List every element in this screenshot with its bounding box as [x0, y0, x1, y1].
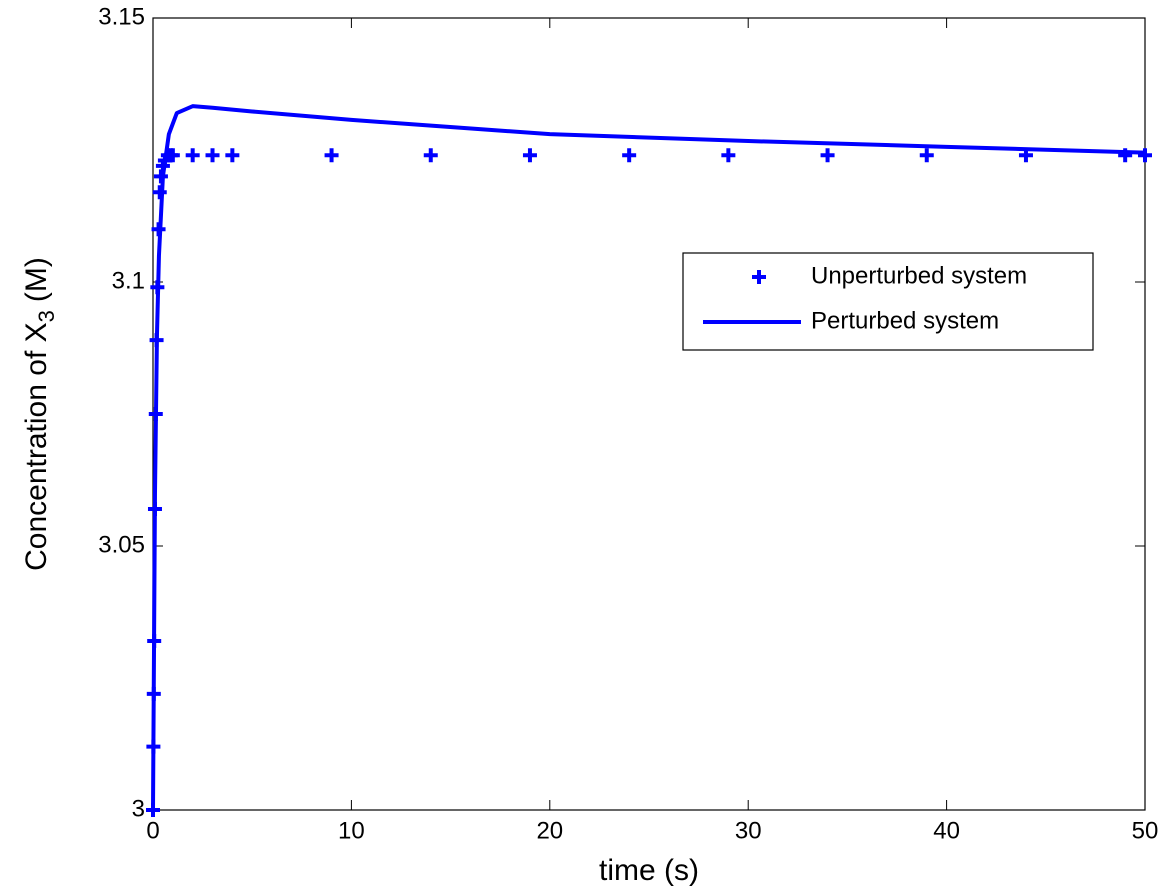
y-axis-label-suffix: (M)	[20, 257, 53, 302]
marker	[820, 148, 835, 163]
x-tick-label: 0	[146, 817, 159, 844]
legend-marker	[752, 270, 766, 284]
marker	[919, 148, 934, 163]
x-tick-label: 30	[735, 817, 762, 844]
y-tick-label: 3.15	[98, 3, 145, 30]
x-tick-label: 40	[933, 817, 960, 844]
y-tick-label: 3.1	[112, 267, 145, 294]
legend-text: Perturbed system	[811, 307, 999, 334]
marker	[185, 148, 200, 163]
legend-text: Unperturbed system	[811, 262, 1027, 289]
marker	[205, 148, 220, 163]
marker	[423, 148, 438, 163]
marker	[1138, 148, 1152, 163]
marker	[622, 148, 637, 163]
marker	[165, 148, 180, 163]
y-tick-label: 3.05	[98, 531, 145, 558]
x-axis-label: time (s)	[599, 854, 699, 887]
marker	[522, 148, 537, 163]
legend-box	[682, 252, 1094, 351]
x-tick-label: 50	[1132, 817, 1159, 844]
plot-area	[152, 17, 1146, 811]
line	[151, 104, 1146, 811]
y-tick-label: 3	[132, 795, 145, 822]
marker	[152, 185, 167, 200]
marker	[225, 148, 240, 163]
x-tick-label: 10	[338, 817, 365, 844]
x-tick-label: 20	[536, 817, 563, 844]
y-axis-label: Concentration of X3 (M)	[20, 257, 59, 571]
marker	[324, 148, 339, 163]
y-axis-label-subscript: 3	[34, 310, 59, 322]
marker	[721, 148, 736, 163]
y-axis-label-text: Concentration of X	[20, 322, 53, 570]
